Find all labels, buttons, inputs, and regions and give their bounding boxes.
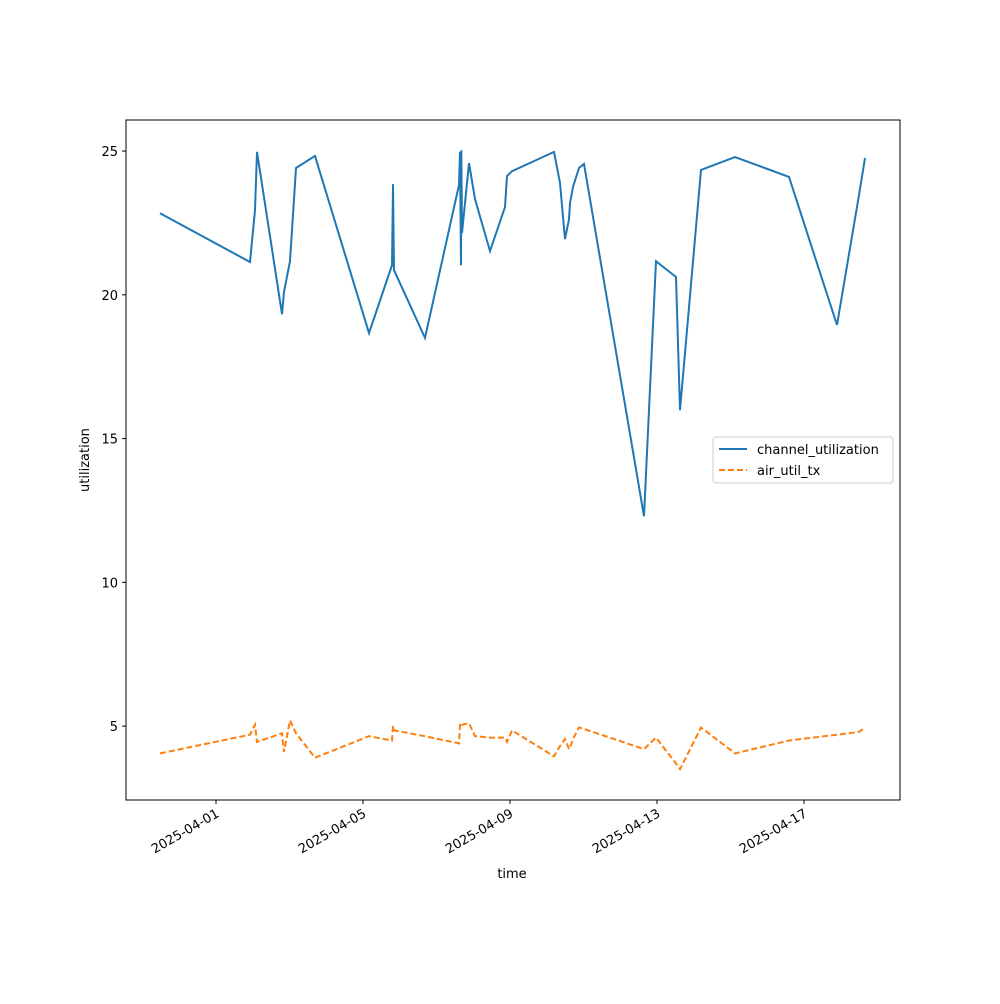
y-tick-label: 10 [101,576,118,591]
x-tick-label: 2025-04-17 [737,806,810,857]
legend-label: channel_utilization [757,443,879,458]
legend-box [712,436,894,484]
x-axis-label: time [497,867,526,882]
series-line [159,150,866,517]
y-tick-label: 25 [101,145,118,160]
x-tick-label: 2025-04-05 [296,806,369,857]
y-tick-label: 20 [101,289,118,304]
y-tick-label: 15 [101,433,118,448]
x-tick-label: 2025-04-09 [443,806,516,857]
series-line [159,717,866,772]
x-tick-label: 2025-04-01 [149,806,222,857]
y-tick-label: 5 [110,720,118,735]
plot-frame [125,119,901,801]
y-axis-label: utilization [78,428,93,492]
legend-label: air_util_tx [757,464,821,479]
x-tick-label: 2025-04-13 [590,806,663,857]
